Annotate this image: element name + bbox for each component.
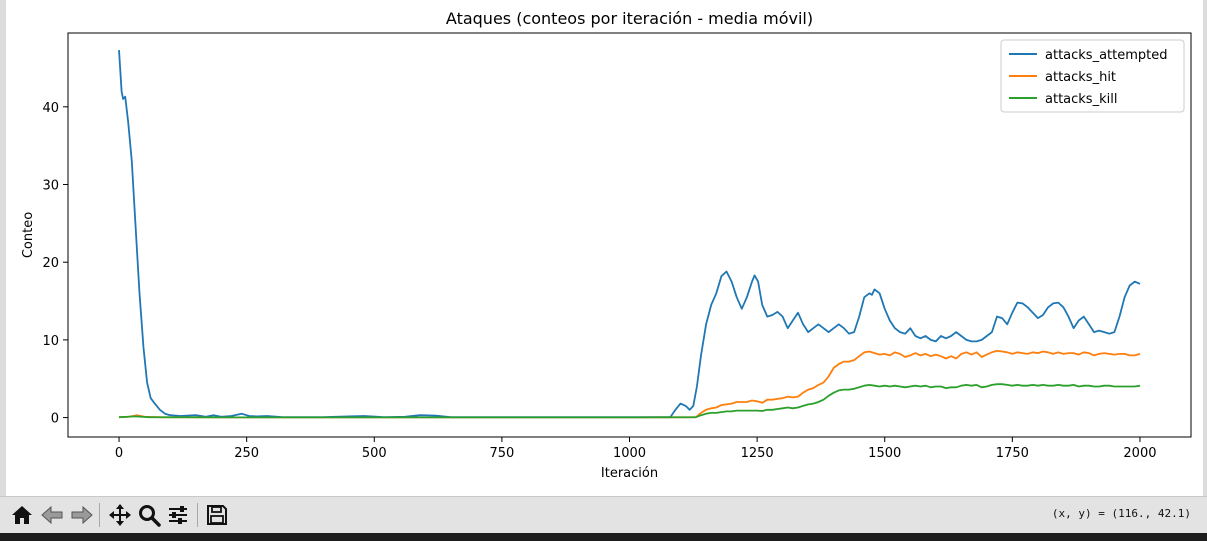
x-tick-label: 1000 [613, 446, 646, 461]
bottom-edge [0, 533, 1207, 541]
forward-button[interactable] [68, 501, 96, 529]
x-tick-label: 1500 [868, 446, 901, 461]
home-button[interactable] [8, 501, 36, 529]
save-button[interactable] [203, 501, 231, 529]
chart-title: Ataques (conteos por iteración - media m… [446, 9, 813, 28]
arrow-left-icon [41, 505, 63, 525]
legend-label: attacks_hit [1045, 70, 1116, 85]
series-line-attacks_kill [118, 383, 1141, 419]
x-tick-label: 1250 [741, 446, 774, 461]
home-icon [12, 506, 32, 524]
y-tick-label: 0 [51, 412, 59, 427]
x-axis-label: Iteración [601, 466, 658, 481]
sliders-icon [169, 506, 187, 524]
x-tick-label: 2000 [1123, 446, 1156, 461]
legend-label: attacks_attempted [1045, 48, 1168, 63]
x-tick-label: 250 [234, 446, 259, 461]
configure-subplots-button[interactable] [164, 501, 192, 529]
x-tick-label: 750 [489, 446, 514, 461]
navigation-toolbar: (x, y) = (116., 42.1) [0, 496, 1207, 533]
legend-box [1000, 39, 1185, 113]
y-axis-label: Conteo [21, 212, 36, 258]
cursor-coordinates: (x, y) = (116., 42.1) [1051, 507, 1191, 520]
legend-label: attacks_kill [1045, 92, 1117, 107]
y-tick-label: 10 [42, 334, 59, 349]
window-right-border [1203, 0, 1207, 496]
toolbar-separator [197, 503, 198, 527]
move-icon [109, 504, 131, 526]
magnifier-icon [139, 505, 161, 527]
x-tick-label: 0 [115, 446, 123, 461]
x-tick-label: 500 [362, 446, 387, 461]
y-tick-label: 30 [42, 179, 59, 194]
y-tick-label: 20 [42, 256, 59, 271]
figure-canvas[interactable]: Ataques (conteos por iteración - media m… [6, 0, 1203, 496]
toolbar-separator [99, 503, 100, 527]
series-line-attacks_hit [118, 349, 1141, 419]
back-button[interactable] [38, 501, 66, 529]
pan-button[interactable] [106, 501, 134, 529]
x-tick-label: 1750 [996, 446, 1029, 461]
floppy-disk-icon [207, 505, 227, 525]
window-left-border [0, 0, 6, 496]
arrow-right-icon [71, 505, 93, 525]
chart-svg[interactable]: Ataques (conteos por iteración - media m… [6, 0, 1203, 496]
series-line-attacks_attempted [118, 50, 1141, 419]
y-tick-label: 40 [42, 101, 59, 116]
zoom-button[interactable] [135, 501, 163, 529]
